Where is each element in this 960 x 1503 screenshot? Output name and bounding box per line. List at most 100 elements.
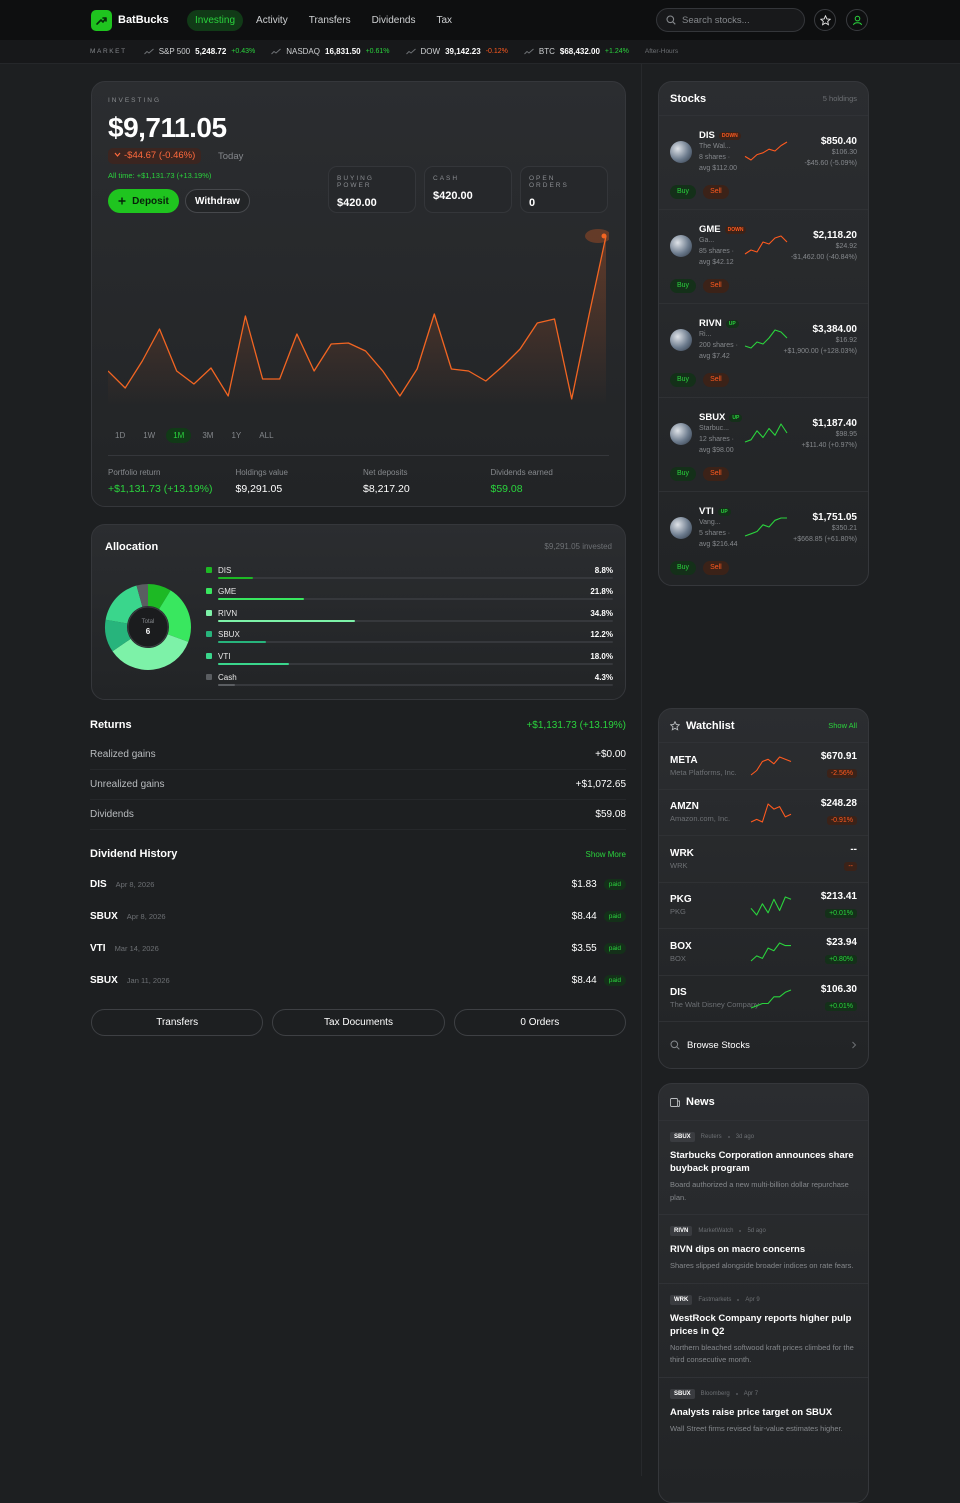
returns-label: Unrealized gains (90, 779, 165, 790)
stock-change: -$1,462.00 (-40.84%) (790, 254, 857, 261)
news-tag: SBUX (670, 1132, 695, 1142)
stock-price: $106.30 (831, 149, 857, 156)
stock-symbol: RIVN (699, 318, 722, 329)
nav-tab[interactable]: Investing (187, 10, 244, 31)
sell-button[interactable]: Sell (703, 561, 729, 575)
withdraw-button[interactable]: Withdraw (185, 189, 250, 213)
sell-button[interactable]: Sell (703, 185, 729, 199)
stock-values: $850.40 $106.30 -$45.60 (-5.09%) (739, 130, 857, 169)
news-item[interactable]: WRK Fastmarkets Apr 9 WestRock Company repo… (659, 1282, 868, 1377)
watch-name: The Walt Disney Company (670, 1000, 759, 1010)
sell-button[interactable]: Sell (703, 467, 729, 481)
watchlist-row[interactable]: BOX BOX $23.94 +0.80% (659, 929, 868, 976)
stat-box: CASH $420.00 (424, 166, 512, 213)
news-tag: WRK (670, 1294, 693, 1305)
sparkline-path (750, 756, 792, 776)
watchlist-row[interactable]: WRK WRK -- -- (659, 836, 868, 883)
bar-track (218, 641, 613, 644)
show-more[interactable]: Show More (585, 849, 626, 859)
news-time: Apr 7 (743, 1390, 759, 1397)
nav-tab[interactable]: Tax (436, 15, 453, 26)
summary-label: Portfolio return (108, 468, 161, 477)
sparkline-path (750, 802, 792, 823)
dividend-date: Apr 8, 2026 (115, 879, 155, 889)
stat-boxes: BUYING POWER $420.00 CASH $420.00 OPEN ORDER… (328, 166, 608, 213)
returns-value: +$1,072.65 (575, 779, 626, 790)
sell-button[interactable]: Sell (703, 373, 729, 387)
action-button[interactable]: Transfers (91, 1009, 264, 1036)
action-button[interactable]: Tax Documents (272, 1009, 445, 1036)
buy-button[interactable]: Buy (670, 279, 697, 293)
buy-button[interactable]: Buy (670, 561, 697, 575)
range-button[interactable]: 1W (143, 431, 156, 440)
allocation-legend: DIS 8.8% GME 21.8% RIVN 34.8% SBUX 12.2% VTI 18.0… (206, 563, 613, 691)
watch-price: -- (850, 844, 857, 856)
news-time: 3d ago (735, 1134, 755, 1140)
news-item[interactable]: RIVN MarketWatch 5d ago RIVN dips on macro … (659, 1214, 868, 1283)
stock-item: VTI UP Vang... 5 shares · avg $216.44 $1,751… (659, 492, 868, 585)
stocks-header: Stocks 5 holdings (659, 82, 868, 116)
stock-name: Vang... (699, 519, 721, 526)
search-icon (670, 1040, 680, 1050)
nav-tab[interactable]: Activity (256, 15, 288, 26)
watch-info: WRK WRK (670, 848, 694, 870)
range-button[interactable]: 1Y (231, 431, 242, 440)
bar-track (218, 577, 613, 579)
search-box[interactable]: Search stocks... (656, 8, 805, 32)
trend-badge: UP (717, 507, 731, 516)
stock-item: DIS DOWN The Wal... 8 shares · avg $112.00 $… (659, 116, 868, 210)
stat-value: 0 (529, 197, 536, 209)
sparkline (744, 517, 787, 537)
action-button[interactable]: 0 Orders (453, 1009, 626, 1036)
buy-button[interactable]: Buy (670, 467, 697, 481)
news-meta: RIVN MarketWatch 5d ago (670, 1226, 857, 1236)
watchlist-rows: META Meta Platforms, Inc. $670.91 -2.56% AMZ… (659, 743, 868, 1022)
range-button[interactable]: 1D (115, 431, 126, 440)
stock-values: $2,118.20 $24.92 -$1,462.00 (-40.84%) (739, 224, 857, 263)
news-source: Fastmarkets (698, 1296, 732, 1303)
market-status: After-Hours (644, 48, 679, 55)
summary-value: $9,291.05 (235, 483, 283, 495)
logo[interactable] (91, 10, 112, 31)
legend-percent: 34.8% (590, 608, 613, 618)
chevron (852, 1041, 857, 1049)
nav-tab[interactable]: Transfers (308, 15, 351, 26)
legend-row: DIS 8.8% (206, 563, 613, 584)
news-summary: Northern bleached softwood kraft prices … (670, 1342, 854, 1365)
market-ticker: MARKET S&P 500 5,248.72 +0.43% NASDAQ 16,831… (0, 40, 960, 64)
watch-change: -- (844, 862, 857, 872)
watch-button[interactable] (814, 9, 836, 31)
allocation-card: Allocation $9,291.05 invested Total 6 DIS… (91, 524, 626, 700)
watchlist-row[interactable]: PKG PKG $213.41 +0.01% (659, 883, 868, 929)
dividend-symbol: SBUX (90, 910, 118, 922)
show-all[interactable]: Show All (828, 721, 857, 730)
nav-tab[interactable]: Dividends (371, 15, 416, 26)
watch-price: $670.91 (820, 751, 857, 763)
donut-segment (105, 585, 143, 624)
range-button[interactable]: 3M (202, 431, 214, 440)
sell-button[interactable]: Sell (703, 279, 729, 293)
dividend-amount: $8.44 (571, 974, 597, 986)
watchlist-row[interactable]: AMZN Amazon.com, Inc. $248.28 -0.91% (659, 790, 868, 836)
buy-button[interactable]: Buy (670, 373, 697, 387)
stock-symbol-row: RIVN UP (699, 318, 739, 329)
plus-icon (118, 197, 126, 205)
news-item[interactable]: SBUX Bloomberg Apr 7 Analysts raise price t… (659, 1376, 868, 1446)
stock-logo (670, 423, 692, 445)
watch-values: $213.41 +0.01% (821, 891, 857, 920)
range-button[interactable]: ALL (259, 431, 274, 440)
dividend-status: paid (603, 974, 626, 986)
bar-track (218, 598, 613, 601)
watchlist-row[interactable]: DIS The Walt Disney Company $106.30 +0.01% (659, 976, 868, 1022)
watchlist-row[interactable]: META Meta Platforms, Inc. $670.91 -2.56% (659, 743, 868, 790)
browse-stocks[interactable]: Browse Stocks (659, 1022, 868, 1068)
brand[interactable]: BatBucks (118, 14, 169, 26)
news-item[interactable]: SBUX Reuters 3d ago Starbucks Corporation a… (659, 1120, 868, 1214)
profile-button[interactable] (846, 9, 868, 31)
dividend-header: Dividend History Show More (90, 844, 626, 864)
range-button[interactable]: 1M (166, 428, 192, 443)
buy-button[interactable]: Buy (670, 185, 697, 199)
deposit-button[interactable]: Deposit (108, 189, 179, 213)
legend-row: RIVN 34.8% (206, 606, 613, 627)
